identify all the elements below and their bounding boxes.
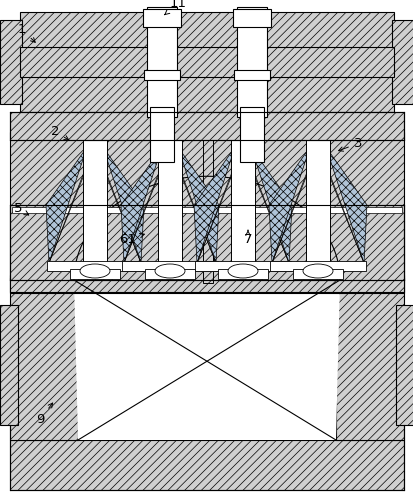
Bar [218, 269, 267, 279]
Polygon shape [178, 147, 218, 263]
Polygon shape [325, 147, 366, 263]
Polygon shape [271, 147, 317, 263]
Bar [202, 132, 212, 283]
Bar [20, 47, 393, 77]
Bar [142, 9, 180, 27]
Bar [236, 7, 266, 117]
Text: 61: 61 [119, 233, 144, 246]
Bar [195, 261, 290, 271]
Polygon shape [170, 147, 216, 263]
Text: 5: 5 [14, 202, 28, 215]
Bar [144, 70, 180, 80]
Bar [335, 275, 403, 440]
Ellipse shape [302, 264, 332, 278]
Bar [12, 207, 401, 213]
Bar [10, 132, 403, 293]
Bar [233, 9, 271, 27]
Bar [83, 127, 107, 268]
Polygon shape [242, 147, 288, 263]
Polygon shape [121, 147, 161, 263]
Bar [47, 261, 142, 271]
Bar [145, 269, 195, 279]
Bar [0, 20, 22, 104]
Bar [10, 112, 403, 140]
Bar [70, 269, 120, 279]
Polygon shape [317, 147, 363, 263]
Bar [305, 127, 329, 268]
Bar [391, 20, 413, 104]
Polygon shape [49, 164, 87, 263]
Bar [269, 261, 365, 271]
Polygon shape [271, 164, 309, 263]
Polygon shape [74, 176, 339, 440]
Polygon shape [197, 147, 242, 263]
Bar [10, 275, 78, 440]
Bar [150, 107, 173, 162]
Text: 3: 3 [338, 137, 361, 151]
Polygon shape [124, 147, 170, 263]
Polygon shape [197, 164, 235, 263]
Bar [10, 440, 403, 490]
Bar [230, 127, 254, 268]
Ellipse shape [154, 264, 185, 278]
Text: 2: 2 [51, 125, 69, 140]
Text: 11: 11 [164, 0, 186, 15]
Polygon shape [103, 147, 144, 263]
Bar [10, 205, 403, 280]
Bar [147, 7, 177, 117]
Bar [0, 305, 18, 425]
Bar [233, 70, 269, 80]
Text: 7: 7 [243, 230, 252, 246]
Text: 9: 9 [36, 403, 52, 426]
Polygon shape [250, 164, 288, 263]
Polygon shape [95, 147, 141, 263]
Polygon shape [194, 147, 235, 263]
Bar [158, 127, 182, 268]
Ellipse shape [228, 264, 257, 278]
Bar [240, 107, 263, 162]
Ellipse shape [80, 264, 110, 278]
Bar [292, 269, 342, 279]
Polygon shape [325, 164, 363, 263]
Text: 1: 1 [18, 23, 35, 42]
Polygon shape [178, 164, 216, 263]
Polygon shape [103, 164, 141, 263]
Polygon shape [124, 164, 161, 263]
Bar [10, 278, 403, 292]
Polygon shape [250, 147, 291, 263]
Polygon shape [46, 147, 87, 263]
Bar [395, 305, 413, 425]
Bar [20, 12, 393, 112]
Bar [122, 261, 218, 271]
Polygon shape [49, 147, 95, 263]
Polygon shape [268, 147, 309, 263]
